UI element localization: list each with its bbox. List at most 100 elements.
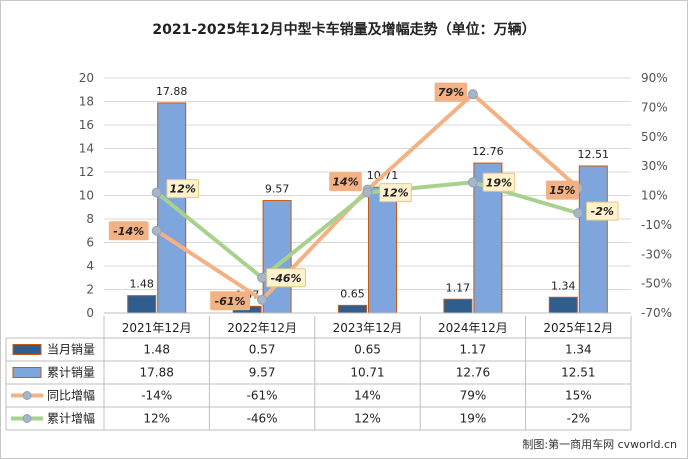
cumulative-growth-point [573, 208, 584, 219]
y-right-tick-label: 90% [641, 71, 668, 85]
table-cell-value: 9.57 [249, 366, 276, 380]
table-cell-value: -46% [247, 412, 278, 426]
y-left-tick-label: 2 [86, 283, 94, 297]
y-left-tick-label: 4 [86, 259, 94, 273]
y-right-tick-label: -10% [641, 218, 672, 232]
y-right-tick-label: -30% [641, 247, 672, 261]
bar-current-value-label: 1.34 [551, 279, 576, 292]
bar-current-month [127, 295, 157, 314]
x-category-label: 2023年12月 [333, 321, 403, 335]
legend-key-bar [12, 367, 42, 378]
bar-cumulative [368, 186, 397, 314]
yoy-growth-label-box [108, 221, 149, 241]
legend-series-name: 同比增幅 [47, 388, 95, 403]
y-right-tick-label: 30% [641, 159, 668, 173]
x-category-label: 2025年12月 [543, 321, 613, 335]
table-cell-value: 79% [460, 389, 487, 403]
cumulative-growth-point [151, 187, 162, 198]
cumulative-growth-label: -46% [271, 272, 302, 285]
y-right-tick-label: -70% [641, 306, 672, 320]
yoy-growth-point [151, 225, 162, 236]
table-cell-value: 10.71 [350, 366, 384, 380]
table-cell-value: 12% [354, 412, 381, 426]
table-cell-value: 17.88 [140, 366, 174, 380]
cumulative-growth-label-box [482, 172, 516, 192]
bar-cumulative-value-label: 12.76 [472, 145, 504, 158]
y-left-tick-label: 0 [86, 306, 94, 320]
yoy-growth-label: 15% [549, 184, 575, 197]
y-left-tick-label: 16 [79, 118, 94, 132]
x-category-label: 2021年12月 [122, 321, 192, 335]
cumulative-growth-label: 12% [170, 183, 196, 196]
x-category-label: 2024年12月 [438, 321, 508, 335]
y-right-tick-label: 70% [641, 100, 668, 114]
bar-cumulative [578, 165, 608, 314]
table-cell-value: 0.65 [354, 343, 381, 357]
cumulative-growth-label-box [379, 183, 412, 203]
yoy-growth-point [257, 294, 268, 305]
table-cell-value: 15% [565, 389, 592, 403]
yoy-growth-label: 14% [332, 176, 358, 189]
yoy-growth-label-box [434, 82, 468, 102]
bar-cumulative-value-label: 12.51 [578, 148, 610, 161]
y-left-tick-label: 12 [79, 165, 94, 179]
table-cell-value: 12.51 [561, 366, 595, 380]
table-cell-value: 1.34 [565, 343, 592, 357]
table-cell-value: -61% [247, 389, 278, 403]
table-cell-value: -14% [141, 389, 172, 403]
cumulative-growth-label-box [166, 179, 199, 199]
legend-series-name: 当月销量 [47, 343, 95, 357]
cumulative-growth-label-box [586, 201, 619, 221]
y-left-tick-label: 20 [79, 71, 94, 85]
cumulative-growth-label: 19% [486, 176, 512, 189]
cumulative-growth-point [257, 272, 268, 283]
cumulative-growth-point [362, 187, 373, 198]
y-right-tick-label: 10% [641, 189, 668, 203]
y-left-tick-label: 6 [86, 236, 94, 250]
cumulative-growth-point [467, 177, 478, 188]
legend-series-name: 累计增幅 [47, 411, 95, 426]
table-cell-value: 14% [354, 389, 381, 403]
bar-current-value-label: 0.65 [340, 287, 365, 300]
legend-series-name: 累计销量 [47, 366, 95, 380]
table-cell-value: 12.76 [456, 366, 490, 380]
bar-cumulative-value-label: 17.88 [156, 85, 188, 98]
x-category-label: 2022年12月 [227, 321, 297, 335]
cumulative-growth-label: -2% [591, 205, 614, 218]
yoy-growth-point [467, 89, 478, 100]
bar-cumulative [157, 102, 187, 314]
y-left-tick-label: 8 [86, 212, 94, 226]
y-left-tick-label: 18 [79, 95, 94, 109]
bar-cumulative-value-label: 9.57 [265, 183, 290, 196]
cumulative-growth-label: 12% [382, 187, 408, 200]
cumulative-growth-label-box [266, 268, 307, 288]
legend-key-bar [12, 344, 42, 355]
bar-current-value-label: 1.17 [446, 281, 471, 294]
yoy-growth-label: -14% [113, 225, 144, 238]
bar-current-month [443, 298, 473, 314]
y-right-tick-label: 50% [641, 130, 668, 144]
yoy-growth-label-box [546, 180, 579, 200]
bar-current-month [548, 296, 578, 314]
yoy-growth-label-box [210, 291, 250, 311]
table-cell-value: 12% [143, 412, 170, 426]
yoy-growth-label-box [329, 172, 362, 192]
table-cell-value: -2% [567, 412, 590, 426]
y-left-tick-label: 10 [79, 189, 94, 203]
chart-title: 2021-2025年12月中型卡车销量及增幅走势（单位：万辆） [152, 22, 536, 38]
y-left-tick-label: 14 [79, 142, 94, 156]
y-right-tick-label: -50% [641, 277, 672, 291]
table-cell-value: 1.48 [143, 343, 170, 357]
table-cell-value: 0.57 [249, 343, 276, 357]
yoy-growth-label: -61% [215, 295, 246, 308]
bar-current-month [338, 304, 367, 314]
table-cell-value: 1.17 [460, 343, 487, 357]
source-credit: 制图:第一商用车网 cvworld.cn [522, 438, 677, 451]
table-cell-value: 19% [460, 412, 487, 426]
legend-key-marker [22, 414, 32, 423]
legend-key-marker [22, 391, 32, 400]
bar-current-value-label: 1.48 [129, 278, 154, 291]
yoy-growth-label: 79% [438, 86, 464, 99]
